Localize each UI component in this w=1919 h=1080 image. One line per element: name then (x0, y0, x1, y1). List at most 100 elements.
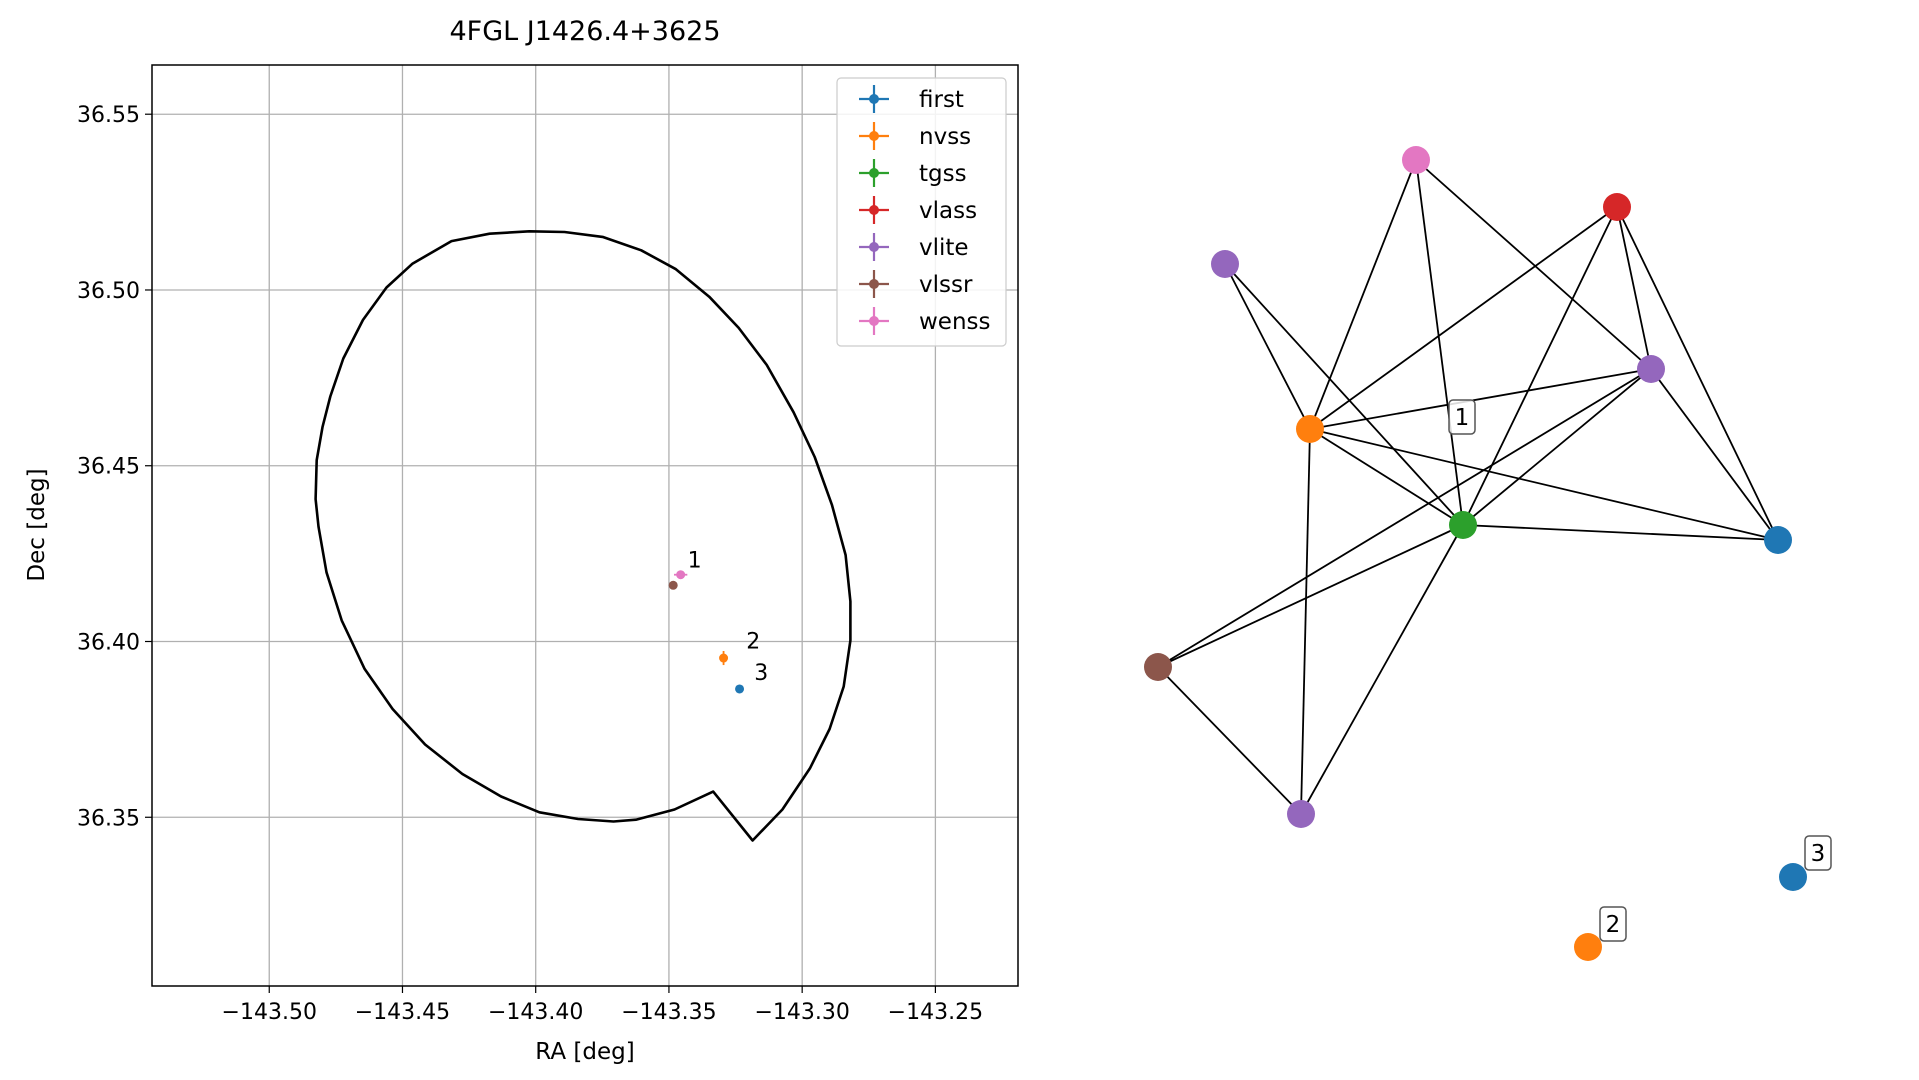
graph-nodes (1144, 146, 1807, 961)
legend-label: first (919, 87, 964, 113)
y-tick-label: 36.45 (77, 455, 140, 480)
annotation-label: 1 (688, 549, 702, 574)
graph-edge (1462, 368, 1652, 526)
legend-marker (869, 168, 879, 178)
axes-frame (151, 64, 1019, 987)
label-text: 1 (1455, 405, 1470, 431)
x-tick-label: −143.30 (754, 1000, 849, 1025)
legend-marker (869, 316, 879, 326)
x-axis-label: RA [deg] (535, 1039, 634, 1065)
graph-node (1779, 863, 1807, 891)
y-axis-label: Dec [deg] (24, 468, 50, 581)
label-box (1448, 399, 1476, 435)
legend-marker (869, 131, 879, 141)
graph-edge (1309, 428, 1464, 526)
point-vlssr (668, 580, 678, 590)
graph-edge (1415, 159, 1464, 526)
point-marker (668, 580, 678, 590)
graph-labels: 1 2 3 (1448, 399, 1832, 942)
label-text: 3 (1811, 841, 1826, 867)
graph-edge (1616, 206, 1779, 541)
graph-node-label: 2 (1599, 906, 1627, 942)
graph-edge (1224, 263, 1464, 526)
legend-marker (869, 94, 879, 104)
label-box (1804, 835, 1832, 871)
graph-edges (1157, 159, 1779, 815)
graph-node (1402, 146, 1430, 174)
axis-ticks: −143.50 −143.45 −143.40 −143.35 −143.30 −143.… (77, 103, 983, 1025)
legend-label: tgss (919, 161, 967, 187)
point-marker (676, 570, 686, 580)
graph-edge (1157, 368, 1652, 668)
annotations: 1 2 3 (688, 549, 769, 686)
legend-item-vlass: vlass (859, 196, 977, 224)
graph-edge (1309, 159, 1417, 430)
graph-edge (1462, 524, 1779, 541)
x-tick-label: −143.45 (355, 1000, 450, 1025)
graph-edge (1462, 206, 1618, 526)
legend-marker (869, 205, 879, 215)
graph-edge (1157, 524, 1464, 668)
plot-title: 4FGL J1426.4+3625 (449, 16, 720, 47)
y-tick-label: 36.40 (77, 631, 140, 656)
association-graph: 1 2 3 (1144, 146, 1832, 961)
graph-node (1287, 800, 1315, 828)
graph-edge (1300, 428, 1311, 815)
graph-edge (1157, 666, 1302, 815)
graph-node (1603, 193, 1631, 221)
graph-edge (1300, 524, 1464, 815)
sky-plot: 4FGL J1426.4+3625 123 −143.50 −143.45 −143… (24, 16, 1019, 1065)
legend-label: wenss (919, 309, 991, 335)
graph-node (1574, 933, 1602, 961)
x-tick-label: −143.40 (488, 1000, 583, 1025)
point-first (735, 684, 745, 694)
legend-label: vlass (919, 198, 977, 224)
legend-item-tgss: tgss (859, 159, 967, 187)
graph-edge (1309, 368, 1652, 430)
legend-label: vlite (919, 235, 969, 261)
graph-edge (1415, 159, 1652, 370)
y-tick-label: 36.50 (77, 279, 140, 304)
y-tick-label: 36.55 (77, 103, 140, 128)
annotation-label: 2 (746, 630, 760, 655)
label-text: 2 (1606, 912, 1621, 938)
legend-item-wenss: wenss (859, 307, 991, 335)
legend: first nvss tgss vlass vlite vlssr wenss (836, 77, 1007, 347)
legend-item-vlssr: vlssr (859, 270, 973, 298)
label-box (1599, 906, 1627, 942)
graph-edge (1309, 206, 1618, 430)
legend-box (836, 77, 1007, 347)
point-wenss (673, 570, 688, 580)
annotation-label: 3 (754, 661, 768, 686)
x-tick-label: −143.50 (222, 1000, 317, 1025)
legend-item-first: first (859, 85, 964, 113)
point-marker (719, 653, 729, 663)
y-tick-label: 36.35 (77, 806, 140, 831)
graph-edge (1650, 368, 1779, 541)
graph-node (1637, 355, 1665, 383)
graph-node (1449, 511, 1477, 539)
point-nvss (719, 650, 729, 666)
ellipse-outline (314, 230, 852, 842)
legend-label: nvss (919, 124, 971, 150)
graph-edge (1224, 263, 1311, 430)
legend-item-vlite: vlite (859, 233, 969, 261)
legend-marker (869, 242, 879, 252)
graph-edge (1309, 428, 1779, 541)
source-points (668, 570, 745, 694)
graph-edge (1616, 206, 1652, 370)
legend-label: vlssr (919, 272, 973, 298)
x-tick-label: −143.35 (621, 1000, 716, 1025)
graph-node (1296, 415, 1324, 443)
legend-item-nvss: nvss (859, 122, 971, 150)
x-tick-label: −143.25 (888, 1000, 983, 1025)
graph-node (1211, 250, 1239, 278)
legend-marker (869, 279, 879, 289)
uncertainty-ellipse (314, 230, 852, 842)
point-marker (735, 684, 745, 694)
graph-node (1144, 653, 1172, 681)
graph-node-label: 3 (1804, 835, 1832, 871)
graph-node (1764, 526, 1792, 554)
graph-node-label: 1 (1448, 399, 1476, 435)
